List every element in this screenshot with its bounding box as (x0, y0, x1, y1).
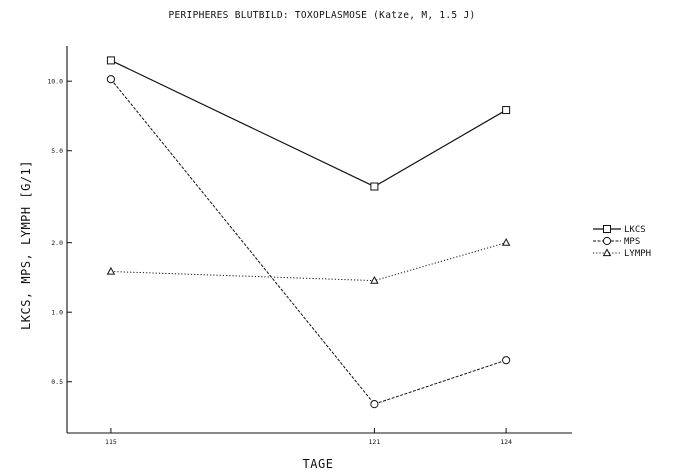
legend-label-lkcs: LKCS (624, 225, 646, 235)
data-point-lymph (501, 238, 511, 246)
legend-marker-mps (602, 236, 612, 246)
data-point-mps (106, 75, 116, 84)
data-point-lymph (106, 266, 116, 275)
data-point-lkcs (502, 106, 511, 115)
data-point-lymph (370, 275, 379, 284)
legend-marker-lkcs (603, 225, 611, 233)
data-point-lkcs (106, 56, 115, 65)
y-axis-label: LKCS, MPS, LYMPH [G/1] (19, 160, 33, 330)
y-tick-label: 5.0 (51, 147, 63, 155)
data-point-mps (502, 356, 511, 365)
legend-marker-lymph (602, 248, 612, 257)
legend-item-lkcs: LKCS (593, 225, 646, 235)
x-tick-label: 115 (105, 438, 117, 446)
axes: 0.5 1.0 2.0 5.0 10.0 115 121 124 (47, 46, 572, 446)
legend-item-mps: MPS (593, 236, 640, 247)
series-line-lkcs (110, 59, 507, 188)
series-line-lymph (110, 242, 507, 282)
data-point-mps (370, 400, 379, 409)
data-point-lkcs (370, 182, 379, 191)
x-tick-label: 124 (500, 438, 512, 446)
series-mps (106, 75, 511, 409)
series-lymph (106, 238, 511, 284)
y-tick-label: 1.0 (51, 309, 63, 317)
x-tick-label: 121 (369, 438, 381, 446)
series-line-mps (110, 78, 507, 405)
chart-title: PERIPHERES BLUTBILD: TOXOPLASMOSE (Katze… (169, 10, 476, 21)
y-tick-label: 10.0 (47, 77, 63, 85)
legend-label-lymph: LYMPH (624, 249, 651, 259)
legend-label-mps: MPS (624, 237, 640, 247)
x-axis-label: TAGE (303, 457, 334, 471)
series-lkcs (106, 56, 511, 191)
y-tick-label: 0.5 (51, 378, 63, 386)
y-tick-label: 2.0 (51, 239, 63, 247)
legend-item-lymph: LYMPH (593, 248, 651, 259)
series-layer (106, 56, 511, 409)
legend: LKCS MPS LYMPH (593, 225, 651, 259)
